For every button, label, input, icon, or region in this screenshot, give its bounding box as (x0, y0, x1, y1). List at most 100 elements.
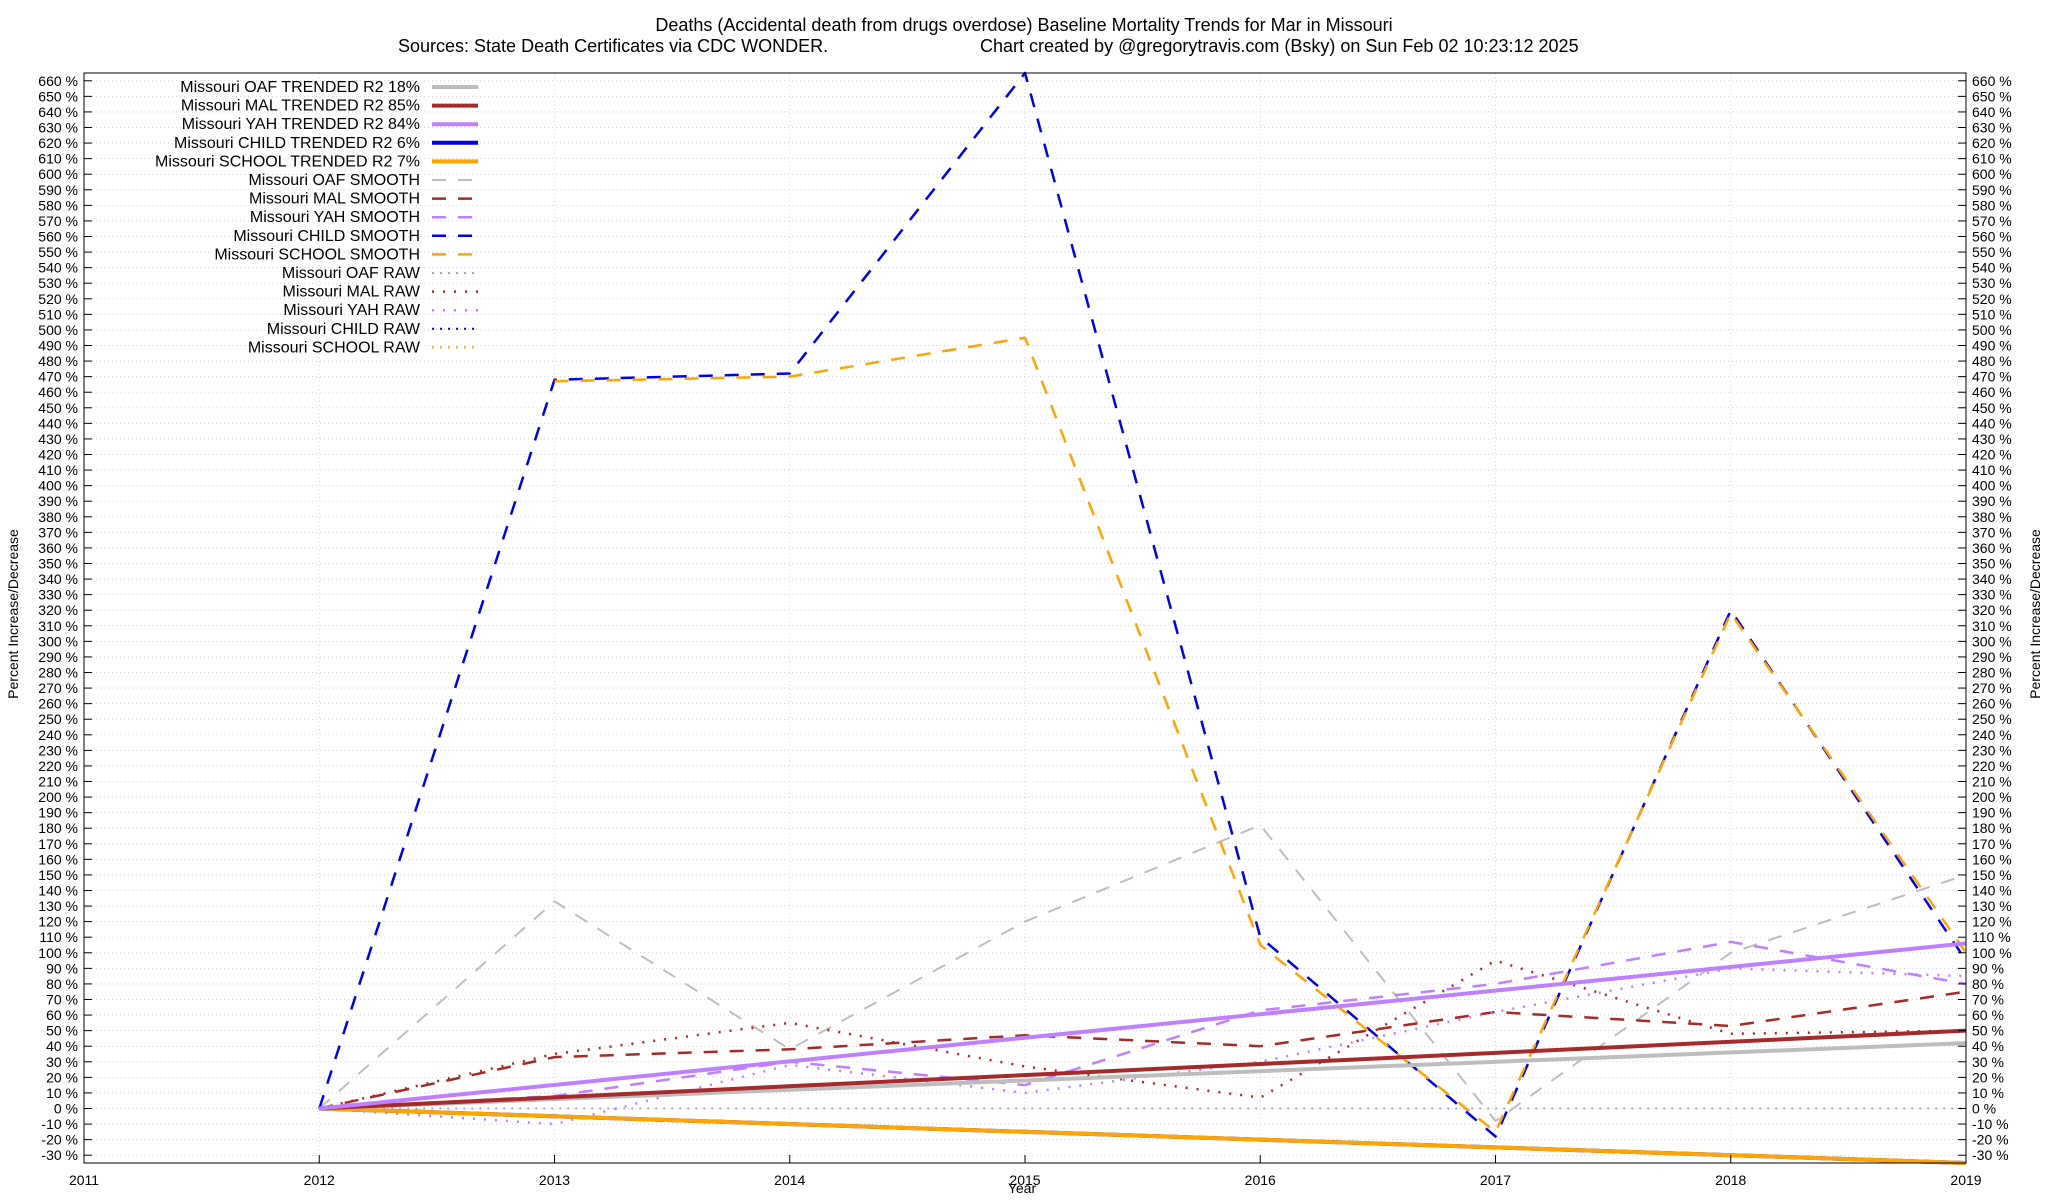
y-tick-label-right: 140 % (1972, 883, 2012, 899)
y-tick-label-left: 220 % (38, 758, 78, 774)
y-tick-label-right: 250 % (1972, 711, 2012, 727)
y-tick-label-right: 370 % (1972, 524, 2012, 540)
x-tick-label: 2015 (1009, 1172, 1040, 1188)
y-tick-label-left: 480 % (38, 353, 78, 369)
y-tick-label-left: 390 % (38, 493, 78, 509)
y-tick-label-right: 630 % (1972, 120, 2012, 136)
series-line-0 (319, 1041, 1967, 1111)
y-tick-label-left: -10 % (41, 1116, 78, 1132)
y-tick-label-left: 630 % (38, 120, 78, 136)
y-tick-label-right: 440 % (1972, 415, 2012, 431)
y-tick-label-right: 170 % (1972, 836, 2012, 852)
legend-label: Missouri MAL TRENDED R2 85% (181, 98, 420, 115)
y-tick-label-right: 270 % (1972, 680, 2012, 696)
x-tick-label: 2018 (1715, 1172, 1746, 1188)
x-tick-label: 2017 (1480, 1172, 1511, 1188)
y-tick-label-right: 20 % (1972, 1069, 2004, 1085)
y-tick-label-left: 660 % (38, 73, 78, 89)
y-tick-label-left: 50 % (46, 1023, 78, 1039)
x-tick-label: 2013 (539, 1172, 570, 1188)
y-tick-label-right: 450 % (1972, 400, 2012, 416)
y-tick-label-left: 640 % (38, 104, 78, 120)
x-axis: 2011 2012 2013 2014 2015 2016 2017 2018 2019 (69, 1155, 1982, 1188)
y-tick-label-right: 290 % (1972, 649, 2012, 665)
y-tick-label-left: 10 % (46, 1085, 78, 1101)
y-tick-label-right: 80 % (1972, 976, 2004, 992)
y-tick-label-left: 530 % (38, 275, 78, 291)
y-tick-label-left: 240 % (38, 727, 78, 743)
y-tick-label-right: 190 % (1972, 805, 2012, 821)
y-tick-label-right: 580 % (1972, 197, 2012, 213)
series-line-2 (319, 941, 1967, 1111)
y-tick-label-right: 470 % (1972, 369, 2012, 385)
y-tick-label-right: 70 % (1972, 992, 2004, 1008)
y-tick-label-left: 280 % (38, 665, 78, 681)
y-tick-label-right: 120 % (1972, 914, 2012, 930)
y-tick-label-left: 460 % (38, 384, 78, 400)
x-tick-label: 2016 (1245, 1172, 1276, 1188)
legend-label: Missouri SCHOOL RAW (248, 339, 421, 356)
legend-label: Missouri MAL SMOOTH (249, 191, 420, 208)
x-tick-label: 2019 (1950, 1172, 1981, 1188)
y-tick-label-left: 90 % (46, 960, 78, 976)
legend-label: Missouri MAL RAW (283, 284, 421, 301)
y-tick-label-right: 130 % (1972, 898, 2012, 914)
y-axis-label-left: Percent Increase/Decrease (5, 529, 21, 699)
x-tick-label: 2012 (304, 1172, 335, 1188)
y-tick-label-left: 440 % (38, 415, 78, 431)
y-tick-label-right: 0 % (1972, 1101, 1996, 1117)
y-tick-label-right: 410 % (1972, 462, 2012, 478)
series-line-1 (319, 1028, 1967, 1111)
y-tick-label-left: 430 % (38, 431, 78, 447)
y-tick-label-right: 10 % (1972, 1085, 2004, 1101)
legend-label: Missouri YAH RAW (283, 302, 421, 319)
legend-label: Missouri OAF SMOOTH (248, 172, 420, 189)
y-tick-label-left: 610 % (38, 151, 78, 167)
y-tick-label-right: 660 % (1972, 73, 2012, 89)
series-line-8 (318, 71, 1968, 1138)
y-tick-label-left: 110 % (39, 929, 78, 945)
y-tick-label-left: 250 % (38, 711, 78, 727)
y-tick-label-left: 320 % (38, 602, 78, 618)
y-tick-label-left: 380 % (38, 509, 78, 525)
y-tick-label-right: 590 % (1972, 182, 2012, 198)
y-tick-label-left: 300 % (38, 633, 78, 649)
y-tick-label-right: 560 % (1972, 229, 2012, 245)
y-tick-label-right: 210 % (1972, 774, 2012, 790)
y-tick-label-left: 290 % (38, 649, 78, 665)
y-tick-label-right: 650 % (1972, 88, 2012, 104)
y-tick-label-right: 430 % (1972, 431, 2012, 447)
y-tick-label-left: 260 % (38, 696, 78, 712)
y-tick-label-right: 420 % (1972, 447, 2012, 463)
y-tick-label-left: 360 % (38, 540, 78, 556)
legend-label: Missouri OAF TRENDED R2 18% (180, 79, 420, 96)
y-tick-label-left: 160 % (38, 851, 78, 867)
y-tick-label-left: 590 % (38, 182, 78, 198)
y-tick-label-left: 410 % (38, 462, 78, 478)
chart-source: Sources: State Death Certificates via CD… (398, 36, 828, 56)
y-tick-label-left: 340 % (38, 571, 78, 587)
y-tick-label-left: 40 % (46, 1038, 78, 1054)
chart-title: Deaths (Accidental death from drugs over… (655, 15, 1392, 35)
y-tick-label-right: 280 % (1972, 665, 2012, 681)
y-tick-label-left: 330 % (38, 587, 78, 603)
y-tick-label-right: 480 % (1972, 353, 2012, 369)
y-tick-label-right: 360 % (1972, 540, 2012, 556)
series-line-7 (319, 940, 1967, 1110)
y-tick-label-left: 540 % (38, 260, 78, 276)
y-tick-label-left: 60 % (46, 1007, 78, 1023)
legend-label: Missouri YAH TRENDED R2 84% (182, 116, 420, 133)
y-tick-label-left: 30 % (46, 1054, 78, 1070)
y-tick-label-right: 460 % (1972, 384, 2012, 400)
legend-label: Missouri OAF RAW (282, 265, 421, 282)
y-tick-label-right: 350 % (1972, 556, 2012, 572)
chart-credit: Chart created by @gregorytravis.com (Bsk… (980, 36, 1579, 56)
y-tick-label-right: 220 % (1972, 758, 2012, 774)
series-line-12 (319, 967, 1967, 1126)
series-line-11 (319, 959, 1967, 1110)
y-tick-label-left: 620 % (38, 135, 78, 151)
y-tick-label-left: 600 % (38, 166, 78, 182)
y-tick-label-left: 150 % (38, 867, 78, 883)
y-tick-label-right: 540 % (1972, 260, 2012, 276)
y-tick-label-right: 380 % (1972, 509, 2012, 525)
